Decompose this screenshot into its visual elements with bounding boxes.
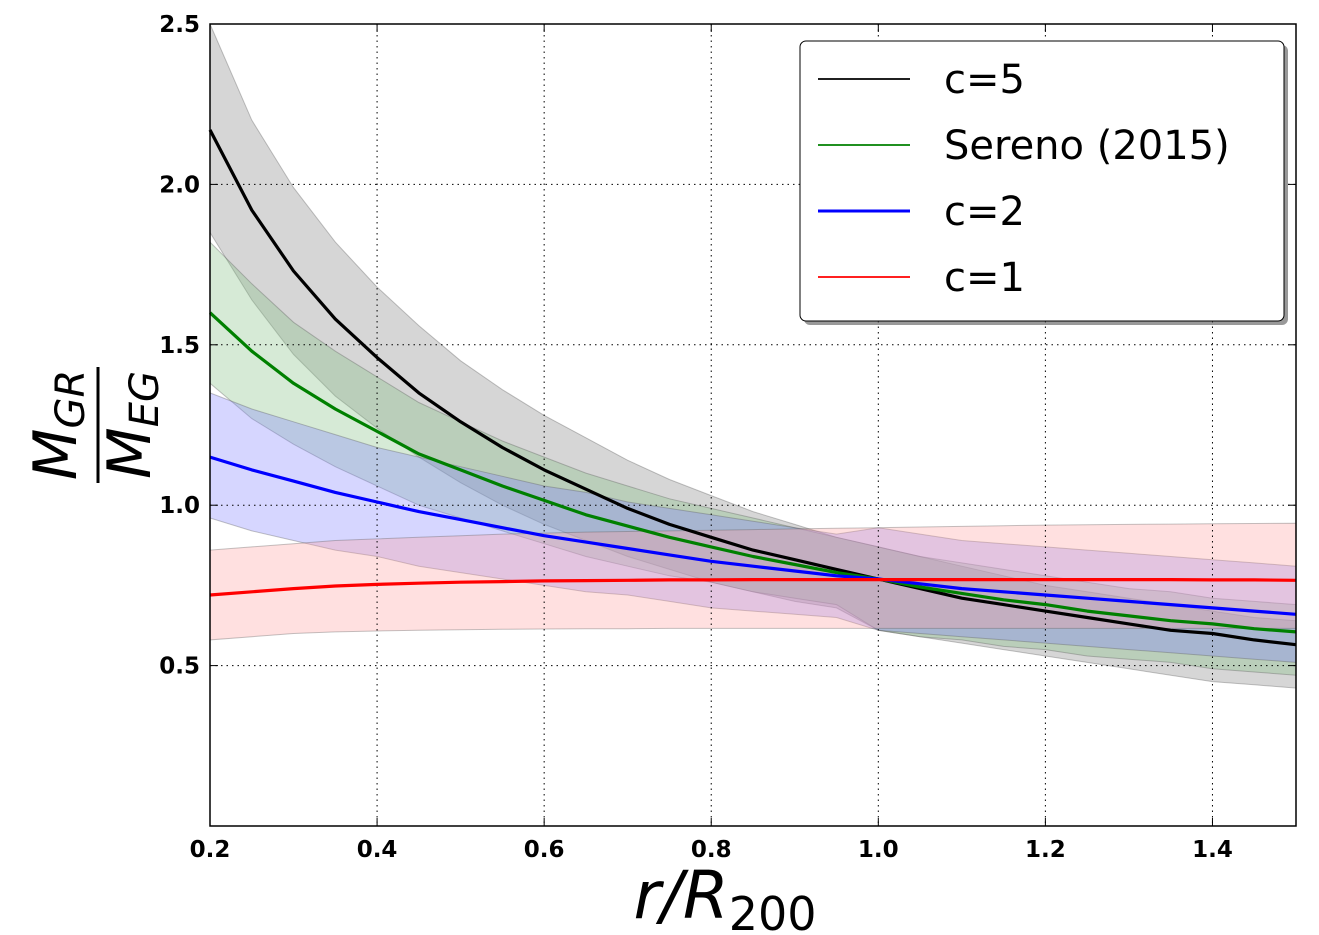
x-tick-label-3: 0.8	[691, 837, 732, 863]
band-3	[209, 522, 1297, 641]
x-axis-ticks: 0.2 0.4 0.6 0.8 1.0 1.2 1.4	[190, 24, 1233, 863]
x-tick-label-6: 1.4	[1192, 837, 1233, 863]
y-axis-ticks: 0.5 1.0 1.5 2.0 2.5	[159, 12, 1296, 680]
y-label-denominator-main: M	[95, 427, 165, 479]
x-axis-label-main: r/R	[633, 857, 728, 934]
legend-label-1: Sereno (2015)	[944, 123, 1230, 169]
y-tick-label-1: 1.0	[159, 493, 200, 519]
y-label-denominator-sub: EG	[122, 371, 168, 427]
legend-label-3: c=1	[944, 255, 1025, 301]
y-label-numerator: MGR	[21, 370, 94, 481]
y-tick-label-0: 0.5	[159, 654, 200, 680]
series-line-3	[209, 577, 1297, 597]
legend-box	[799, 40, 1285, 322]
series-line-1	[208, 311, 1297, 634]
y-tick-label-3: 2.0	[159, 172, 200, 198]
series-line-0	[208, 129, 1297, 647]
x-axis-label-sub: 200	[729, 887, 817, 935]
legend-items: c=5 Sereno (2015) c=2 c=1	[818, 57, 1230, 301]
x-tick-label-2: 0.6	[524, 837, 565, 863]
y-tick-label-2: 1.5	[159, 333, 200, 359]
x-axis-label: r/R200	[633, 857, 816, 935]
legend-label-0: c=5	[944, 57, 1025, 103]
series-line-2	[209, 455, 1297, 616]
x-tick-label-0: 0.2	[190, 837, 231, 863]
legend: c=5 Sereno (2015) c=2 c=1	[799, 40, 1288, 325]
y-label-denominator: MEG	[95, 371, 168, 479]
legend-label-2: c=2	[944, 189, 1025, 235]
y-axis-label: MGR MEG	[21, 367, 168, 483]
x-tick-label-1: 0.4	[357, 837, 398, 863]
series-lines	[208, 129, 1297, 647]
x-tick-label-4: 1.0	[858, 837, 899, 863]
x-tick-label-5: 1.2	[1025, 837, 1066, 863]
y-tick-label-4: 2.5	[159, 12, 200, 38]
y-label-numerator-main: M	[21, 429, 91, 481]
plot-frame	[209, 23, 1297, 827]
y-label-numerator-sub: GR	[48, 370, 94, 429]
